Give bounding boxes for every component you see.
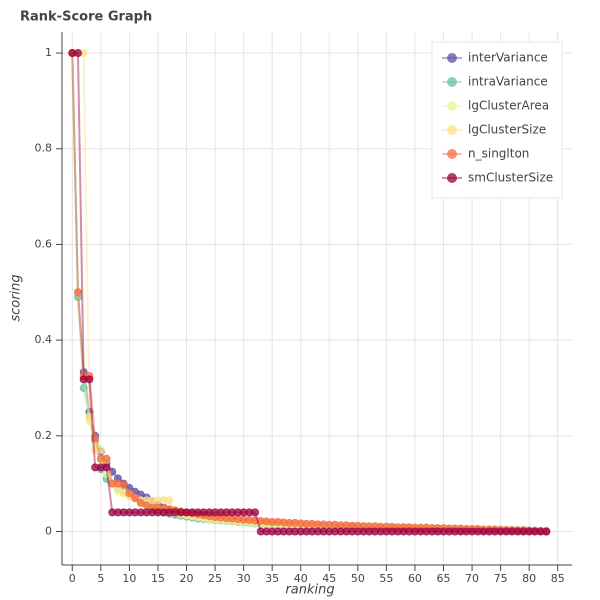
- x-tick-label: 45: [322, 572, 336, 585]
- x-tick-label: 10: [122, 572, 136, 585]
- data-point: [85, 375, 94, 384]
- legend-swatch: [447, 53, 457, 63]
- data-point: [85, 412, 94, 421]
- x-tick-label: 60: [408, 572, 422, 585]
- data-point: [131, 494, 140, 503]
- x-tick-label: 25: [208, 572, 222, 585]
- legend-label: lgClusterSize: [468, 123, 546, 137]
- legend-label: interVariance: [468, 51, 548, 65]
- x-tick-label: 0: [69, 572, 76, 585]
- y-tick-label: 0.2: [35, 429, 53, 442]
- legend-swatch: [447, 149, 457, 159]
- data-point: [102, 463, 111, 472]
- legend-box: [431, 41, 563, 199]
- x-axis-label: ranking: [285, 583, 334, 598]
- data-point: [79, 383, 88, 392]
- y-tick-label: 0.8: [35, 142, 53, 155]
- x-tick-label: 40: [294, 572, 308, 585]
- y-tick-label: 1: [45, 46, 52, 59]
- chart-title: Rank-Score Graph: [20, 10, 152, 25]
- legend-swatch: [447, 77, 457, 87]
- x-tick-label: 65: [437, 572, 451, 585]
- legend-label: intraVariance: [468, 75, 548, 89]
- data-point: [73, 49, 82, 58]
- data-point: [102, 454, 111, 463]
- y-tick-label: 0.4: [35, 333, 53, 346]
- data-point: [251, 508, 260, 517]
- x-tick-label: 70: [465, 572, 479, 585]
- legend-swatch: [447, 125, 457, 135]
- legend-swatch: [447, 173, 457, 183]
- legend-label: n_singlton: [468, 147, 529, 161]
- y-tick-label: 0.6: [35, 237, 53, 250]
- data-point: [96, 446, 105, 455]
- y-axis-label: scoring: [9, 274, 24, 321]
- legend-label: smClusterSize: [468, 171, 553, 185]
- x-tick-label: 15: [151, 572, 165, 585]
- x-tick-label: 35: [265, 572, 279, 585]
- x-tick-label: 85: [551, 572, 565, 585]
- legend-swatch: [447, 101, 457, 111]
- x-tick-label: 50: [351, 572, 365, 585]
- x-tick-label: 20: [180, 572, 194, 585]
- x-tick-label: 55: [379, 572, 393, 585]
- data-point: [542, 527, 551, 536]
- data-point: [91, 434, 100, 443]
- x-tick-label: 80: [522, 572, 536, 585]
- x-tick-label: 30: [237, 572, 251, 585]
- x-tick-label: 5: [97, 572, 104, 585]
- data-point: [125, 489, 134, 498]
- legend-label: lgClusterArea: [468, 99, 549, 113]
- data-point: [73, 288, 82, 297]
- data-point: [165, 496, 174, 505]
- x-tick-label: 75: [494, 572, 508, 585]
- y-tick-label: 0: [45, 525, 52, 538]
- data-point: [119, 480, 128, 489]
